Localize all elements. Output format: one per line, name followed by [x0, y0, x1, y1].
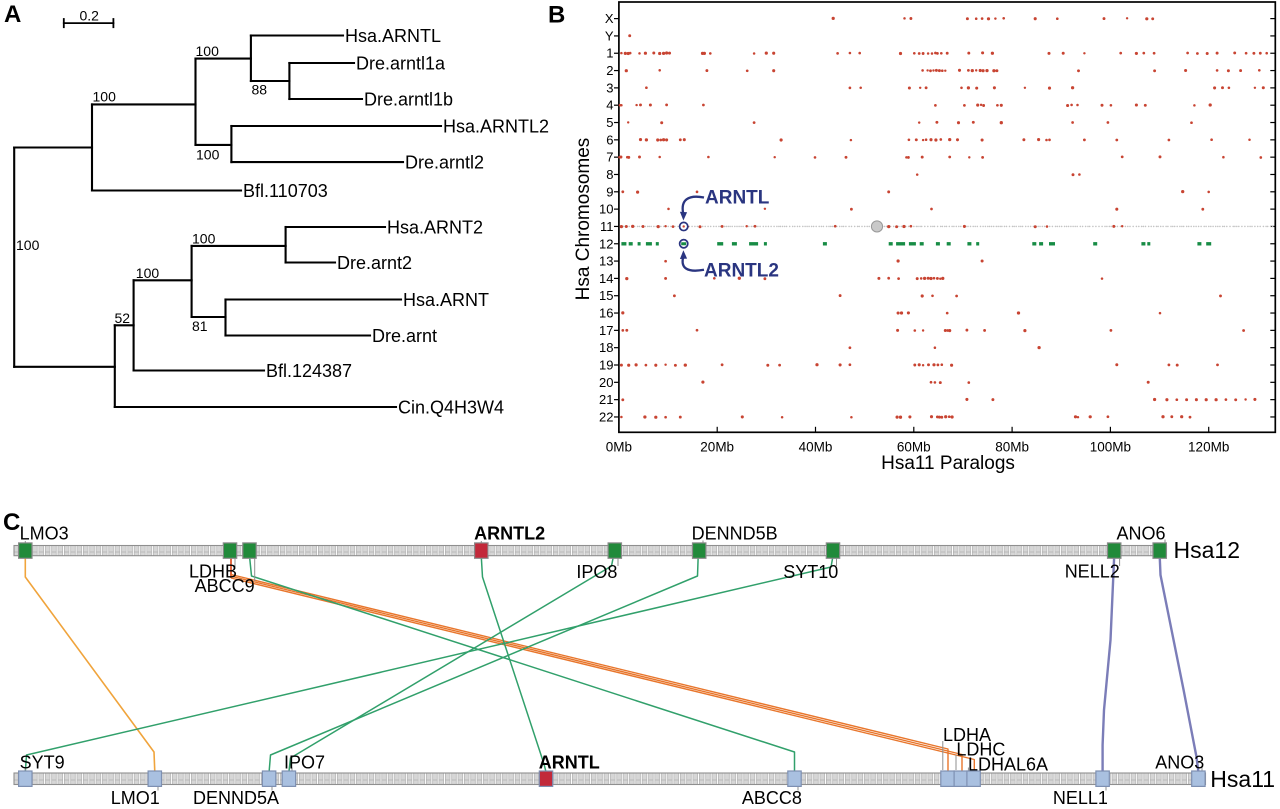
svg-text:SYT10: SYT10 — [783, 562, 838, 582]
svg-text:21: 21 — [599, 392, 613, 407]
svg-text:80Mb: 80Mb — [995, 440, 1029, 455]
svg-text:LDHB: LDHB — [189, 562, 237, 582]
svg-text:100: 100 — [196, 146, 220, 162]
svg-text:6: 6 — [606, 132, 613, 147]
svg-text:2: 2 — [606, 63, 613, 78]
svg-text:ARNTL: ARNTL — [705, 188, 770, 209]
svg-text:8: 8 — [606, 167, 613, 182]
svg-text:9: 9 — [606, 184, 613, 199]
svg-text:ABCC9: ABCC9 — [195, 576, 255, 596]
svg-text:0Mb: 0Mb — [606, 440, 632, 455]
svg-text:A: A — [4, 1, 21, 28]
svg-text:Dre.arntl1a: Dre.arntl1a — [356, 53, 446, 73]
svg-text:5: 5 — [606, 115, 613, 130]
svg-text:Dre.arntl1b: Dre.arntl1b — [364, 89, 453, 109]
svg-text:Dre.arnt: Dre.arnt — [372, 326, 437, 346]
svg-text:IPO8: IPO8 — [576, 562, 617, 582]
svg-text:120Mb: 120Mb — [1188, 440, 1229, 455]
svg-text:Hsa11: Hsa11 — [1210, 766, 1275, 792]
svg-text:LDHAL6A: LDHAL6A — [968, 754, 1048, 774]
svg-text:20: 20 — [599, 375, 613, 390]
svg-text:Hsa.ARNT2: Hsa.ARNT2 — [387, 217, 483, 237]
svg-text:Hsa.ARNT: Hsa.ARNT — [403, 290, 489, 310]
svg-text:1: 1 — [606, 46, 613, 61]
svg-text:60Mb: 60Mb — [897, 440, 931, 455]
svg-text:Y: Y — [605, 28, 614, 43]
svg-text:12: 12 — [599, 236, 613, 251]
svg-text:7: 7 — [606, 150, 613, 165]
svg-text:C: C — [3, 509, 20, 536]
svg-text:19: 19 — [599, 358, 613, 373]
svg-text:Hsa.ARNTL: Hsa.ARNTL — [345, 26, 441, 46]
svg-text:40Mb: 40Mb — [799, 440, 833, 455]
svg-text:10: 10 — [599, 202, 613, 217]
svg-text:Dre.arntl2: Dre.arntl2 — [405, 152, 484, 172]
svg-text:ARNTL2: ARNTL2 — [474, 523, 545, 543]
svg-text:11: 11 — [600, 219, 614, 234]
svg-text:15: 15 — [599, 288, 613, 303]
svg-text:SYT9: SYT9 — [20, 752, 65, 772]
svg-text:X: X — [605, 11, 614, 26]
svg-text:0.2: 0.2 — [80, 8, 100, 24]
svg-text:NELL2: NELL2 — [1065, 562, 1120, 582]
svg-text:16: 16 — [599, 306, 613, 321]
svg-text:Dre.arnt2: Dre.arnt2 — [337, 253, 412, 273]
svg-text:ARNTL2: ARNTL2 — [704, 261, 779, 282]
svg-text:Hsa12: Hsa12 — [1174, 537, 1240, 563]
svg-text:14: 14 — [599, 271, 613, 286]
svg-text:100: 100 — [196, 43, 220, 59]
svg-text:52: 52 — [115, 310, 131, 326]
svg-text:LDHC: LDHC — [956, 740, 1005, 760]
svg-text:DENND5B: DENND5B — [692, 523, 778, 543]
svg-text:NELL1: NELL1 — [1053, 788, 1108, 808]
svg-text:18: 18 — [599, 340, 613, 355]
svg-text:LMO1: LMO1 — [111, 788, 160, 808]
svg-text:81: 81 — [192, 318, 208, 334]
svg-text:3: 3 — [606, 80, 613, 95]
svg-text:ABCC8: ABCC8 — [742, 788, 802, 808]
svg-text:100Mb: 100Mb — [1090, 440, 1131, 455]
svg-text:Bfl.124387: Bfl.124387 — [266, 361, 352, 381]
svg-text:Hsa Chromosomes: Hsa Chromosomes — [573, 138, 594, 301]
svg-text:4: 4 — [606, 98, 613, 113]
svg-text:100: 100 — [93, 89, 117, 105]
svg-text:LMO3: LMO3 — [20, 523, 69, 543]
svg-text:22: 22 — [599, 409, 613, 424]
svg-text:20Mb: 20Mb — [700, 440, 734, 455]
svg-text:Bfl.110703: Bfl.110703 — [243, 181, 328, 201]
svg-text:B: B — [548, 1, 565, 28]
svg-text:Hsa.ARNTL2: Hsa.ARNTL2 — [443, 116, 549, 136]
svg-text:100: 100 — [192, 230, 216, 246]
svg-text:100: 100 — [136, 265, 160, 281]
svg-text:DENND5A: DENND5A — [193, 788, 279, 808]
svg-text:ANO3: ANO3 — [1155, 752, 1204, 772]
svg-text:Cin.Q4H3W4: Cin.Q4H3W4 — [398, 397, 504, 417]
svg-text:ANO6: ANO6 — [1117, 523, 1166, 543]
svg-text:17: 17 — [599, 323, 613, 338]
svg-text:13: 13 — [599, 254, 613, 269]
svg-text:ARNTL: ARNTL — [539, 752, 600, 772]
svg-text:IPO7: IPO7 — [284, 752, 325, 772]
svg-text:Hsa11 Paralogs: Hsa11 Paralogs — [881, 453, 1015, 474]
svg-text:88: 88 — [252, 82, 268, 98]
svg-text:100: 100 — [16, 237, 40, 253]
svg-text:LDHA: LDHA — [943, 725, 991, 745]
